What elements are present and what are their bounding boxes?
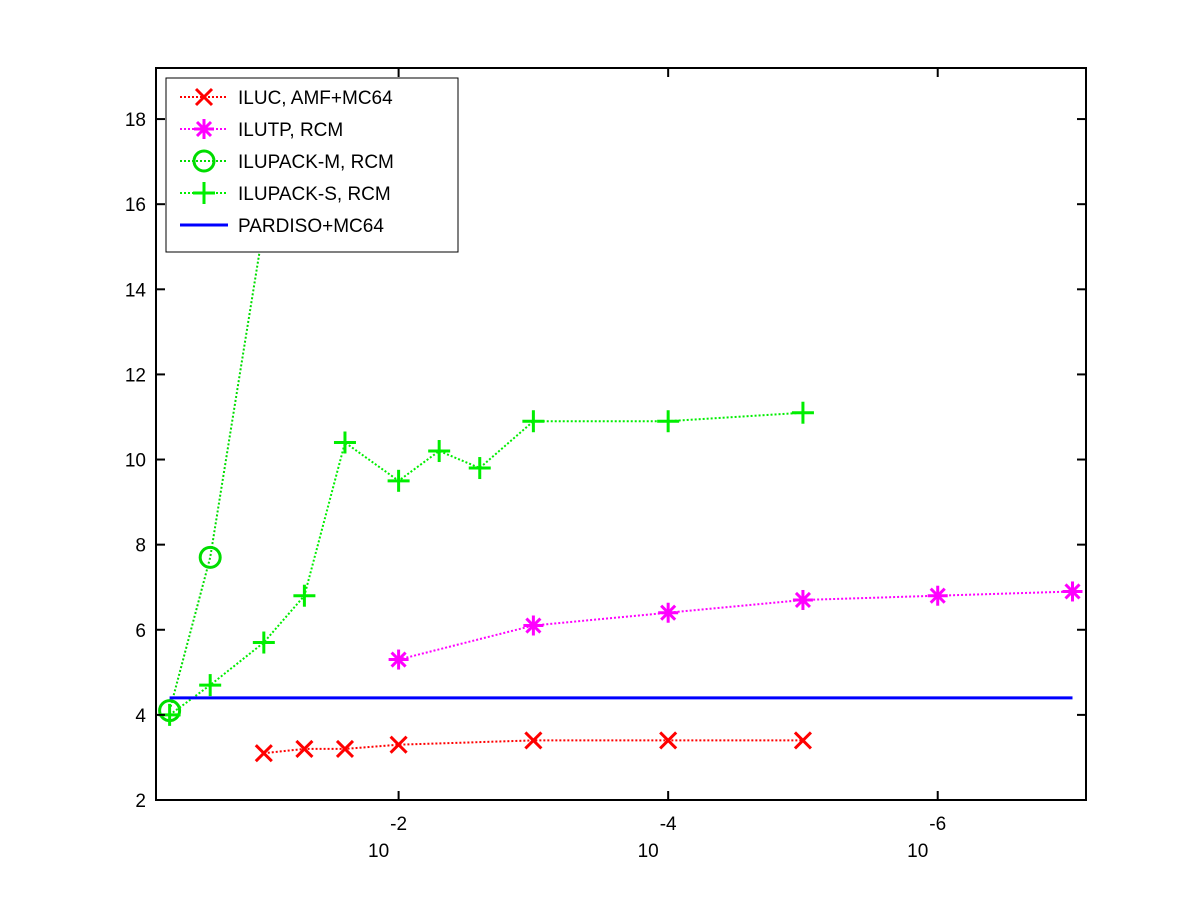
legend-label: ILUPACK-S, RCM [238,184,391,205]
data-point [791,401,814,424]
data-point [659,731,678,750]
data-point [792,589,813,610]
y-tick-label: 8 [135,536,146,557]
series-1 [254,731,813,763]
data-point [387,469,410,492]
series-line [168,225,265,711]
y-tick-label: 18 [125,110,146,131]
x-tick-exponent: -4 [660,814,677,835]
x-tick-exponent: -6 [929,814,946,835]
x-tick-base: 10 [638,841,659,862]
y-tick-label: 6 [135,621,146,642]
y-tick-label: 10 [125,451,146,472]
legend-label: ILUPACK-M, RCM [238,152,394,173]
data-point [293,584,316,607]
data-point [468,457,491,480]
legend-item: ILUPACK-S, RCM [180,182,391,205]
data-point [199,674,222,697]
data-point [793,731,813,750]
legend: ILUC, AMF+MC64 ILUTP, RCM ILUPACK-M, RCM IL… [165,77,459,253]
data-point [295,739,314,758]
y-tick-label: 2 [135,791,146,812]
data-point [388,649,409,670]
x-tick-exponent: -2 [390,814,407,835]
y-tick-label: 4 [135,706,146,727]
data-point [254,744,273,763]
data-point [333,431,356,454]
y-tick-label: 12 [125,365,146,386]
data-point [1062,581,1083,602]
x-tick-base: 10 [368,841,389,862]
legend-label: ILUTP, RCM [238,120,343,141]
legend-label: PARDISO+MC64 [238,216,384,237]
legend-item: ILUPACK-M, RCM [180,149,394,173]
data-point [389,735,408,754]
data-point [927,585,948,606]
legend-item: ILUC, AMF+MC64 [180,87,393,109]
x-tick-base: 10 [907,841,928,862]
data-point [658,602,679,623]
legend-item: ILUTP, RCM [180,119,343,141]
legend-marker [193,182,215,204]
legend-item: PARDISO+MC64 [180,216,384,237]
legend-marker [192,149,216,173]
plot-frame [155,67,1087,801]
data-point [335,739,355,758]
legend-label: ILUC, AMF+MC64 [238,88,393,109]
data-point [198,545,222,569]
legend-marker [194,87,214,107]
data-point [657,410,680,433]
series-2 [388,581,1083,670]
data-point [428,440,451,463]
y-tick-label: 14 [125,280,147,301]
legend-marker [194,119,214,139]
data-point [522,410,545,433]
y-tick-label: 16 [125,195,146,216]
data-point [523,615,544,636]
data-point [252,631,275,654]
series-layer [158,213,1083,763]
data-point [524,731,543,750]
